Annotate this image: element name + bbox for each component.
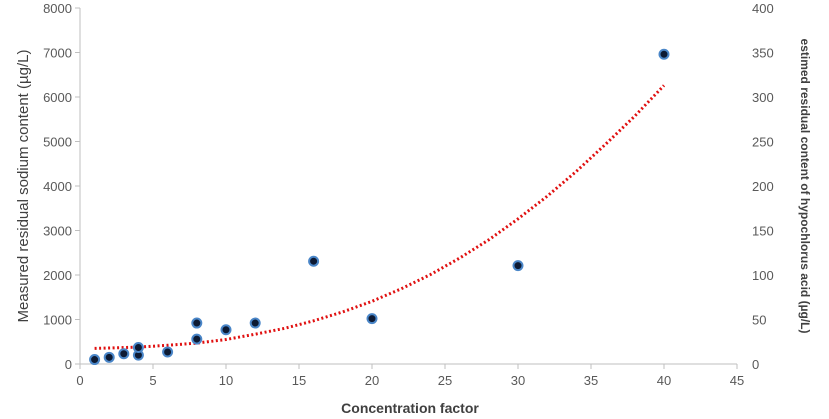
x-tick-label: 25 [438,373,452,388]
y2-tick-label: 200 [752,179,774,194]
x-axis-title: Concentration factor [341,400,479,416]
data-point [366,313,378,325]
x-tick-label: 40 [657,373,671,388]
data-point [89,354,101,366]
y-tick-label: 1000 [43,313,72,328]
x-tick-label: 5 [149,373,156,388]
x-tick-label: 35 [584,373,598,388]
x-tick-label: 30 [511,373,525,388]
y2-tick-label: 150 [752,224,774,239]
y-tick-label: 8000 [43,1,72,16]
y2-tick-label: 250 [752,135,774,150]
axes [75,7,738,369]
y2-tick-label: 350 [752,46,774,61]
y-tick-label: 3000 [43,224,72,239]
polynomial-trendline [94,84,666,350]
y2-axis-title: estimed residual content of hypochlorus … [798,39,812,334]
tick-labels: 0 5 10 15 20 25 30 35 40 450100020003000400050006… [43,1,774,388]
y-tick-label: 4000 [43,179,72,194]
data-point [191,333,203,345]
data-points [89,48,670,366]
x-tick-label: 10 [219,373,233,388]
y-tick-label: 2000 [43,268,72,283]
y2-tick-label: 300 [752,90,774,105]
y2-tick-label: 100 [752,268,774,283]
data-point [162,346,174,358]
data-point [249,317,261,329]
x-tick-label: 15 [292,373,306,388]
data-point [308,255,320,267]
data-point [103,351,115,363]
y2-tick-label: 50 [752,313,766,328]
x-tick-label: 45 [730,373,744,388]
data-point [658,48,670,60]
data-point [118,348,130,360]
y2-tick-label: 0 [752,357,759,372]
data-point [132,342,144,354]
y-tick-label: 5000 [43,135,72,150]
y-axis-title: Measured residual sodium content (µg/L) [15,50,32,323]
y-tick-label: 7000 [43,46,72,61]
data-point [512,260,524,272]
y2-tick-label: 400 [752,1,774,16]
data-point [220,324,232,336]
x-tick-label: 20 [365,373,379,388]
trendline-group [94,84,666,350]
y-tick-label: 0 [65,357,72,372]
x-tick-label: 0 [76,373,83,388]
y-tick-label: 6000 [43,90,72,105]
data-point [191,317,203,329]
